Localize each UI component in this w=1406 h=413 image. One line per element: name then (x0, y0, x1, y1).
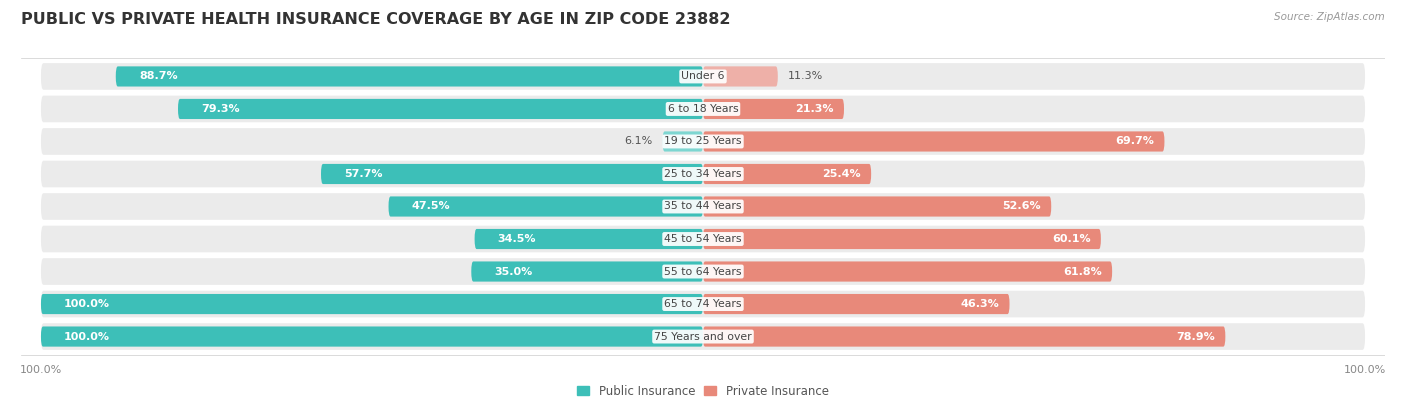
Text: 25 to 34 Years: 25 to 34 Years (664, 169, 742, 179)
Text: 52.6%: 52.6% (1002, 202, 1042, 211)
FancyBboxPatch shape (703, 131, 1164, 152)
FancyBboxPatch shape (703, 326, 1226, 347)
FancyBboxPatch shape (41, 258, 1365, 285)
Text: 6.1%: 6.1% (624, 136, 652, 147)
FancyBboxPatch shape (703, 99, 844, 119)
FancyBboxPatch shape (703, 66, 778, 87)
FancyBboxPatch shape (41, 225, 1365, 252)
Text: 88.7%: 88.7% (139, 71, 177, 81)
Text: 75 Years and over: 75 Years and over (654, 332, 752, 342)
FancyBboxPatch shape (179, 99, 703, 119)
Text: 35.0%: 35.0% (495, 266, 533, 277)
Text: 34.5%: 34.5% (498, 234, 536, 244)
FancyBboxPatch shape (703, 261, 1112, 282)
Text: 78.9%: 78.9% (1177, 332, 1215, 342)
FancyBboxPatch shape (41, 161, 1365, 188)
Text: 46.3%: 46.3% (960, 299, 1000, 309)
FancyBboxPatch shape (115, 66, 703, 87)
FancyBboxPatch shape (662, 131, 703, 152)
Text: 47.5%: 47.5% (412, 202, 450, 211)
FancyBboxPatch shape (41, 291, 1365, 317)
FancyBboxPatch shape (471, 261, 703, 282)
FancyBboxPatch shape (703, 164, 872, 184)
Text: 79.3%: 79.3% (201, 104, 240, 114)
Text: 55 to 64 Years: 55 to 64 Years (664, 266, 742, 277)
Text: 25.4%: 25.4% (823, 169, 862, 179)
FancyBboxPatch shape (41, 96, 1365, 122)
FancyBboxPatch shape (703, 294, 1010, 314)
FancyBboxPatch shape (41, 323, 1365, 350)
FancyBboxPatch shape (321, 164, 703, 184)
Text: 57.7%: 57.7% (344, 169, 382, 179)
FancyBboxPatch shape (41, 294, 703, 314)
Text: 19 to 25 Years: 19 to 25 Years (664, 136, 742, 147)
Text: 100.0%: 100.0% (65, 299, 110, 309)
FancyBboxPatch shape (475, 229, 703, 249)
FancyBboxPatch shape (41, 63, 1365, 90)
Text: 61.8%: 61.8% (1063, 266, 1102, 277)
Legend: Public Insurance, Private Insurance: Public Insurance, Private Insurance (572, 380, 834, 402)
Text: PUBLIC VS PRIVATE HEALTH INSURANCE COVERAGE BY AGE IN ZIP CODE 23882: PUBLIC VS PRIVATE HEALTH INSURANCE COVER… (21, 12, 731, 27)
FancyBboxPatch shape (703, 197, 1052, 216)
Text: Under 6: Under 6 (682, 71, 724, 81)
FancyBboxPatch shape (41, 128, 1365, 155)
Text: 60.1%: 60.1% (1052, 234, 1091, 244)
FancyBboxPatch shape (703, 229, 1101, 249)
Text: 100.0%: 100.0% (65, 332, 110, 342)
Text: 6 to 18 Years: 6 to 18 Years (668, 104, 738, 114)
Text: 69.7%: 69.7% (1115, 136, 1154, 147)
Text: 65 to 74 Years: 65 to 74 Years (664, 299, 742, 309)
FancyBboxPatch shape (388, 197, 703, 216)
FancyBboxPatch shape (41, 193, 1365, 220)
Text: Source: ZipAtlas.com: Source: ZipAtlas.com (1274, 12, 1385, 22)
Text: 11.3%: 11.3% (787, 71, 823, 81)
Text: 45 to 54 Years: 45 to 54 Years (664, 234, 742, 244)
Text: 21.3%: 21.3% (796, 104, 834, 114)
Text: 35 to 44 Years: 35 to 44 Years (664, 202, 742, 211)
FancyBboxPatch shape (41, 326, 703, 347)
